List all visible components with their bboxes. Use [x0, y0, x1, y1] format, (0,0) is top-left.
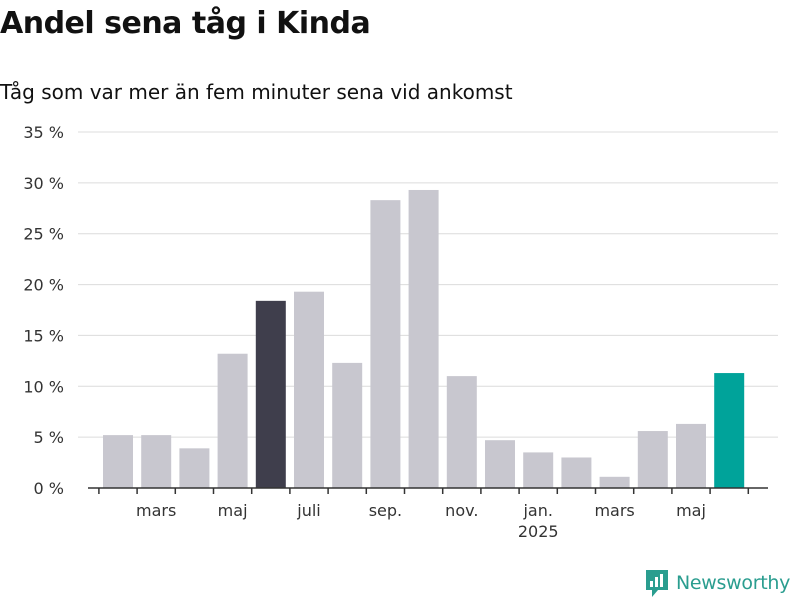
bar-2024-03	[141, 435, 172, 488]
y-tick-label: 25 %	[23, 225, 64, 244]
bar-2025-06	[714, 373, 745, 488]
brand-name: Newsworthy	[676, 572, 791, 594]
bar-2024-10	[408, 189, 439, 488]
y-tick-label: 5 %	[34, 428, 64, 447]
x-tick-label: maj	[218, 501, 248, 520]
x-tick-label: mars	[136, 501, 176, 520]
y-tick-label: 0 %	[34, 479, 64, 498]
bar-2024-07	[294, 291, 324, 488]
x-tick-label: nov.	[445, 501, 478, 520]
x-tick-label: jan.	[522, 501, 552, 520]
x-tick-label: sep.	[369, 501, 402, 520]
bar-2024-11	[446, 376, 477, 488]
y-tick-label: 30 %	[23, 174, 64, 193]
bar-2024-05	[217, 353, 248, 488]
brand-logo: Newsworthy	[644, 568, 790, 598]
x-tick-label: juli	[296, 501, 320, 520]
bar-2024-02	[103, 435, 133, 488]
bar-2024-06	[255, 300, 286, 488]
bar-2025-05	[676, 423, 706, 488]
bar-2024-08	[332, 362, 363, 488]
bar-2025-02	[561, 457, 592, 488]
newsworthy-logo-icon	[646, 570, 668, 597]
bar-chart: 0 % 5 % 10 % 15 % 20 % 25 % 30 % 35 % mars maj jul…	[23, 123, 778, 541]
bar-2024-09	[370, 200, 401, 489]
y-tick-label: 10 %	[23, 377, 64, 396]
chart-subtitle: Tåg som var mer än fem minuter sena vid …	[0, 80, 513, 104]
bar-2024-12	[485, 440, 515, 488]
x-tick-label: mars	[594, 501, 634, 520]
x-tick-label: maj	[676, 501, 706, 520]
bar-2025-01	[523, 452, 554, 488]
y-tick-label: 35 %	[23, 123, 64, 142]
bar-2024-04	[179, 448, 210, 488]
bar-2025-04	[637, 431, 668, 488]
y-tick-label: 15 %	[23, 326, 64, 345]
y-tick-label: 20 %	[23, 276, 64, 295]
bar-2025-03	[599, 476, 630, 488]
x-tick-sublabel: 2025	[518, 522, 559, 541]
chart-title: Andel sena tåg i Kinda	[0, 6, 371, 41]
